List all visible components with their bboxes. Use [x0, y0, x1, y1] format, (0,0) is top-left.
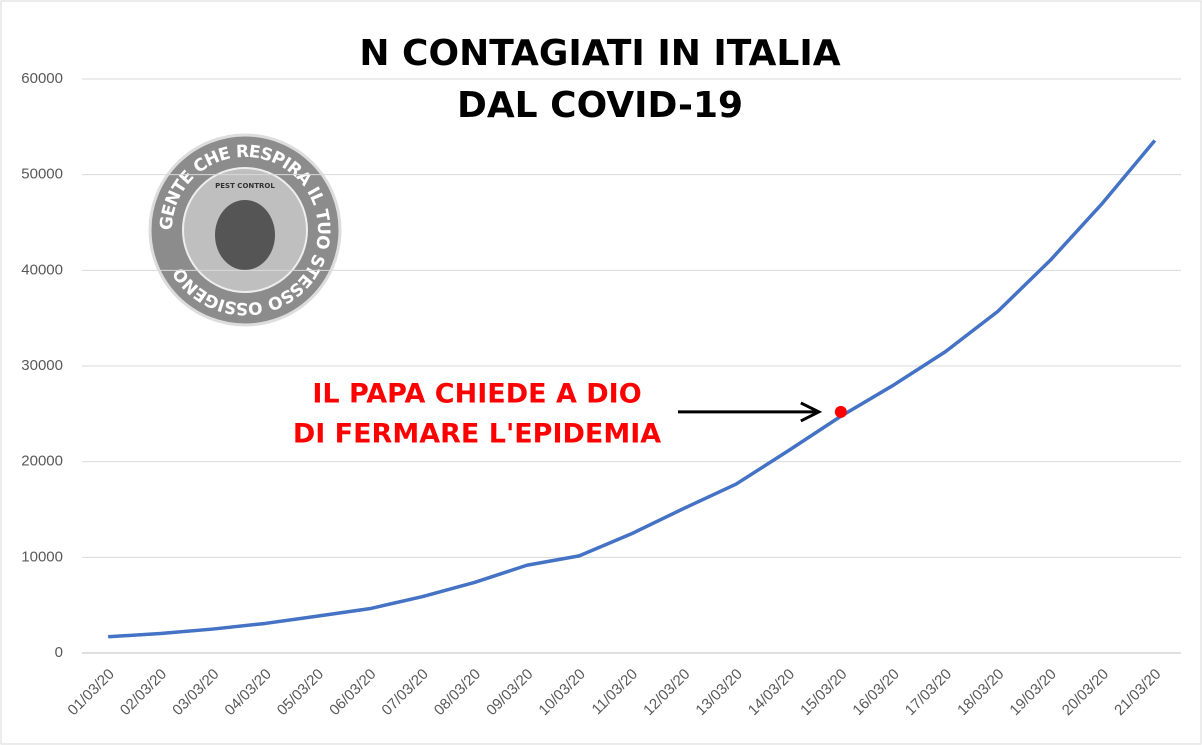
annotation-text: IL PAPA CHIEDE A DIO	[312, 379, 641, 410]
annotation-arrow	[678, 401, 823, 423]
logo-mask	[215, 200, 275, 270]
series-line	[108, 139, 1157, 639]
logo-badge: PEST CONTROL	[215, 182, 275, 190]
chart-title: N CONTAGIATI IN ITALIA	[359, 33, 840, 74]
y-tick-label: 60000	[21, 70, 63, 87]
logo: GENTE CHE RESPIRA IL TUO STESSO OSSIGENO…	[148, 133, 342, 327]
y-tick-label: 40000	[21, 261, 63, 278]
y-tick-label: 20000	[21, 453, 63, 470]
annotation-point	[834, 405, 847, 418]
y-tick-label: 10000	[21, 548, 63, 565]
y-tick-label: 50000	[21, 166, 63, 183]
y-tick-label: 30000	[21, 357, 63, 374]
chart-title: DAL COVID-19	[457, 85, 743, 126]
y-tick-label: 0	[55, 644, 63, 661]
annotation-text: DI FERMARE L'EPIDEMIA	[293, 419, 661, 450]
